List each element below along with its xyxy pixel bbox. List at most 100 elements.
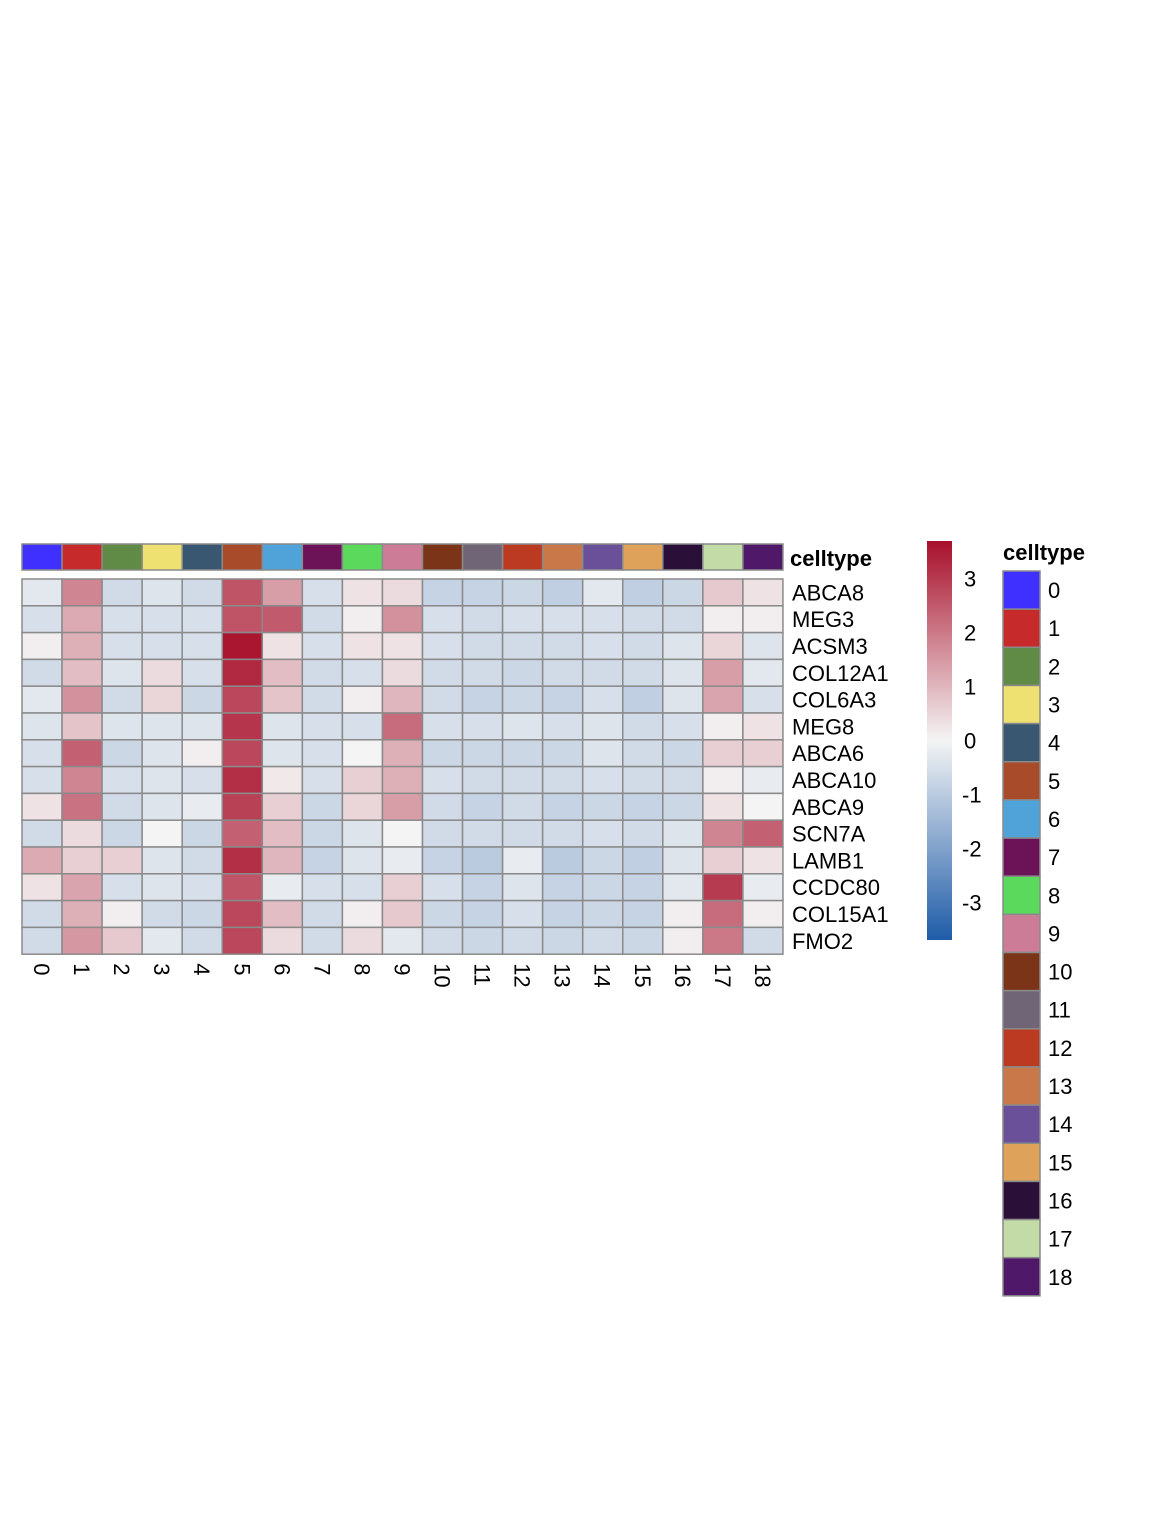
heatmap-cell xyxy=(21,658,63,687)
heatmap-cell xyxy=(622,685,664,714)
heatmap-cell xyxy=(421,605,464,634)
heatmap-cell xyxy=(141,926,183,955)
heatmap-cell xyxy=(261,926,304,955)
heatmap-cell xyxy=(61,605,103,634)
annotation-cell xyxy=(541,543,584,571)
legend-label: 2 xyxy=(1048,654,1060,679)
heatmap-cell xyxy=(221,873,264,902)
legend-swatch xyxy=(1002,1066,1041,1106)
heatmap-cell xyxy=(662,873,704,902)
heatmap-cell xyxy=(21,631,63,661)
column-label: 14 xyxy=(590,963,615,987)
legend-swatch xyxy=(1002,1142,1041,1183)
legend-label: 13 xyxy=(1048,1074,1072,1099)
heatmap-cell xyxy=(622,926,664,955)
column-label: 15 xyxy=(630,963,655,987)
legend-swatch xyxy=(1002,1256,1041,1297)
heatmap-cell xyxy=(702,792,744,821)
heatmap-cell xyxy=(61,658,103,687)
heatmap-cell xyxy=(101,792,143,821)
legend-label: 10 xyxy=(1048,960,1072,985)
row-label: COL12A1 xyxy=(792,661,889,686)
heatmap-cell xyxy=(101,739,143,768)
heatmap-cell xyxy=(622,792,664,821)
row-label: COL15A1 xyxy=(792,902,889,927)
heatmap-cell xyxy=(622,899,664,929)
heatmap-cell xyxy=(421,926,464,955)
heatmap-cell xyxy=(461,873,504,902)
annotation-cell xyxy=(301,543,344,571)
heatmap-cell xyxy=(662,739,704,768)
heatmap-cell xyxy=(742,658,784,687)
heatmap-cell xyxy=(101,899,143,929)
row-label: ACSM3 xyxy=(792,634,868,659)
heatmap-cell xyxy=(141,899,183,929)
heatmap-cell xyxy=(541,712,584,741)
heatmap-cell xyxy=(501,712,544,741)
row-label: ABCA9 xyxy=(792,795,864,820)
heatmap-cell xyxy=(221,792,264,821)
heatmap-cell xyxy=(181,658,223,687)
heatmap-cell xyxy=(141,792,183,821)
annotation-cell xyxy=(341,543,384,571)
heatmap-cell xyxy=(581,899,624,929)
heatmap-cell xyxy=(141,873,183,902)
heatmap-cell xyxy=(381,846,424,875)
heatmap-cell xyxy=(21,899,63,929)
row-label: FMO2 xyxy=(792,929,853,954)
heatmap-cell xyxy=(742,605,784,634)
annotation-cell xyxy=(622,543,664,571)
legend-label: 4 xyxy=(1048,731,1060,756)
annotation-cell xyxy=(381,543,424,571)
column-label: 10 xyxy=(430,963,455,987)
legend-swatch xyxy=(1002,722,1041,763)
legend-swatch xyxy=(1002,913,1041,954)
heatmap-cell xyxy=(622,631,664,661)
heatmap-cell xyxy=(501,739,544,768)
heatmap-cell xyxy=(662,605,704,634)
heatmap-cell xyxy=(381,578,424,607)
heatmap-cell xyxy=(461,605,504,634)
heatmap-cell xyxy=(662,899,704,929)
heatmap-cell xyxy=(221,846,264,875)
legend-swatch xyxy=(1002,570,1041,610)
heatmap-cell xyxy=(381,712,424,741)
row-label: MEG3 xyxy=(792,607,854,632)
annotation-cell xyxy=(742,543,784,571)
column-label: 9 xyxy=(389,963,414,975)
scale-tick-label: 1 xyxy=(964,675,976,700)
annotation-cell xyxy=(581,543,624,571)
heatmap-cell xyxy=(261,685,304,714)
heatmap-cell xyxy=(21,846,63,875)
heatmap-cell xyxy=(301,899,344,929)
heatmap-cell xyxy=(261,899,304,929)
heatmap-cell xyxy=(541,873,584,902)
heatmap-cell xyxy=(742,819,784,848)
heatmap-cell xyxy=(742,631,784,661)
heatmap-cell xyxy=(581,605,624,634)
heatmap-cell xyxy=(381,765,424,795)
heatmap-cell xyxy=(301,685,344,714)
heatmap-cell xyxy=(221,765,264,795)
heatmap-cell xyxy=(662,685,704,714)
legend-swatch xyxy=(1002,608,1041,649)
heatmap-cell xyxy=(421,819,464,848)
heatmap-cell xyxy=(181,739,223,768)
column-label: 0 xyxy=(29,963,54,975)
heatmap-cell xyxy=(461,792,504,821)
heatmap-cell xyxy=(61,578,103,607)
heatmap-cell xyxy=(301,712,344,741)
heatmap-cell xyxy=(662,819,704,848)
heatmap-cell xyxy=(501,765,544,795)
legend-label: 15 xyxy=(1048,1150,1072,1175)
heatmap-cell xyxy=(702,873,744,902)
heatmap-cell xyxy=(501,578,544,607)
heatmap-cell xyxy=(702,605,744,634)
heatmap-cell xyxy=(341,578,384,607)
heatmap-cell xyxy=(581,846,624,875)
heatmap-cell xyxy=(662,792,704,821)
heatmap-cell xyxy=(501,658,544,687)
heatmap-cell xyxy=(541,658,584,687)
heatmap-cell xyxy=(461,899,504,929)
heatmap-cell xyxy=(662,765,704,795)
